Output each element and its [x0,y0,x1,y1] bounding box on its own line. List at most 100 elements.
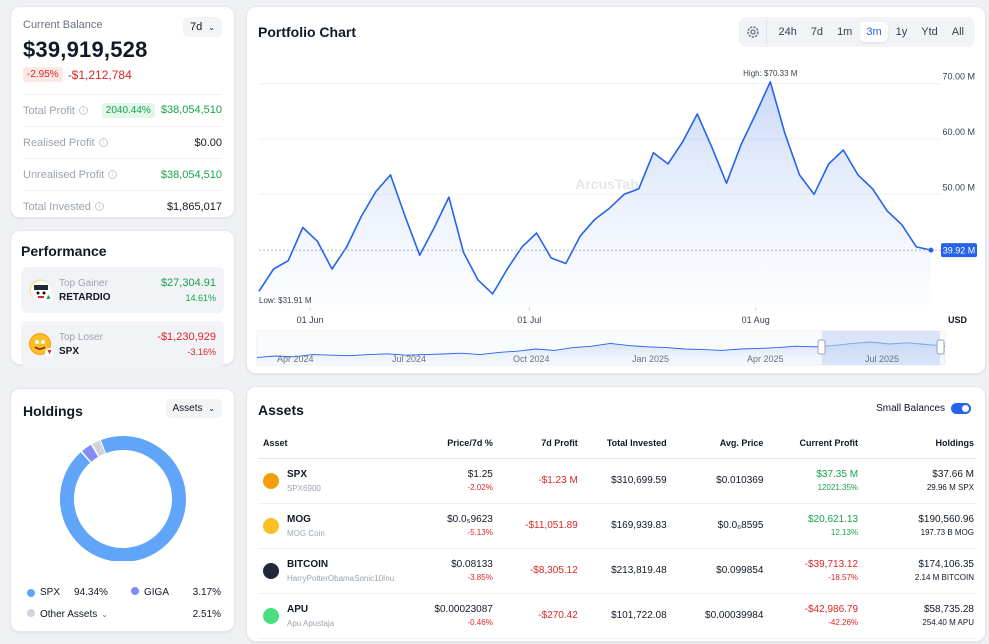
current-profit-pct: 12021.35% [817,483,859,492]
range-all[interactable]: All [951,26,964,38]
asset-icon [263,517,279,534]
avg-price-cell: $0.00039984 [668,593,766,639]
top-gainer-item[interactable]: ▲ Top Gainer RETARDIO $27,304.91 14.61% [21,267,224,313]
holdings-cell: $190,560.96 197.73 B MOG [860,503,976,549]
price-cell: $1.25 -2.02% [396,458,495,504]
legend-spx-name: SPX [40,587,61,598]
col-asset[interactable]: Asset [258,429,397,459]
asset-icon [263,562,279,579]
stat-label: Total Profit i [23,105,88,117]
portfolio-chart-svg: 50.00 M 60.00 M 70.00 M 39.92 M High: $70.33… [256,69,977,366]
col-avg-price[interactable]: Avg. Price [668,429,766,459]
col-price[interactable]: Price/7d % [396,429,495,459]
range-7d[interactable]: 7d [810,26,824,38]
balance-value: $39,919,528 [23,37,148,62]
asset-icon [263,607,279,624]
top-gainer-label: Top Gainer [59,277,108,289]
col-total-invested[interactable]: Total Invested [579,429,669,459]
info-icon[interactable]: i [98,138,108,148]
y-tick-label: 60.00 M [942,127,975,137]
navigator-tick-label: Jan 2025 [632,354,669,364]
donut-slice-spx[interactable] [51,431,195,561]
holdings-value: $190,560.96 [918,514,974,525]
price-value: $0.08133 [451,559,493,570]
asset-name: APU [287,603,309,615]
x-tick-label: 01 Jul [517,315,541,325]
range-1m[interactable]: 1m [837,26,853,38]
navigator-handle-right[interactable] [936,339,945,355]
stat-label-text: Realised Profit [23,136,95,149]
period-selector[interactable]: 7d ⌄ [182,17,222,37]
table-row[interactable]: APU Apu Apustaja $0.00023087 -0.46% -$270.42… [258,593,976,639]
info-icon[interactable]: i [108,170,118,180]
stat-row: Total Invested i $1,865,017 [23,190,222,222]
settings-button[interactable] [743,20,768,44]
top-loser-item[interactable]: ▼ Top Loser SPX -$1,230,929 -3.16% [21,321,224,367]
stat-label-text: Total Invested [23,200,91,213]
table-row[interactable]: BITCOIN HarryPotterObamaSonic10Inu $0.0813… [258,548,976,594]
price-pct: -0.46% [467,618,493,627]
info-icon[interactable]: i [94,202,104,212]
stat-value: $38,054,510 [160,168,222,181]
col-current-profit[interactable]: Current Profit [765,429,861,459]
holdings-cell: $174,106.35 2.14 M BITCOIN [860,548,976,594]
spx-avatar: ▼ [29,333,54,357]
table-row[interactable]: SPX SPX6900 $1.25 -2.02% -$1.23 M $310,699.59… [258,458,976,504]
series-line [258,81,932,295]
asset-name: SPX [287,468,308,480]
legend-giga: GIGA 3.17% [131,587,221,598]
holdings-title: Holdings [23,403,83,419]
asset-cell: SPX SPX6900 [258,458,397,504]
top-gainer-value: $27,304.91 [160,277,216,289]
current-value-label: 39.92 M [943,246,976,256]
assets-table: Asset Price/7d % 7d Profit Total Investe… [258,429,976,639]
info-icon[interactable]: i [78,106,88,116]
holdings-donut-chart [51,431,195,561]
avg-price-cell: $0.0₆8595 [668,503,766,549]
stat-value: $0.00 [194,136,222,149]
small-balances-toggle[interactable]: Small Balances [876,403,971,414]
low-label: Low: $31.91 M [259,296,312,305]
current-profit-cell: -$39,713.12 -18.57% [765,548,861,594]
stat-list: Total Profit i 2040.44% $38,054,510 Realised… [23,94,222,222]
top-loser-pct: -3.16% [187,347,216,357]
legend-other-dot [27,609,35,617]
arrow-up-icon: ▲ [44,293,53,302]
range-3m[interactable]: 3m [860,22,888,42]
holdings-selector[interactable]: Assets ⌄ [165,399,222,418]
range-ytd[interactable]: Ytd [921,26,938,38]
top-loser-value: -$1,230,929 [157,331,216,343]
range-24h[interactable]: 24h [778,26,797,38]
col-holdings[interactable]: Holdings [860,429,976,459]
balance-change-pct: -2.95% [23,67,63,82]
table-row[interactable]: MOG MOG Coin $0.0₅9623 -5.13% -$11,051.89 $16… [258,503,976,549]
asset-subname: HarryPotterObamaSonic10Inu [287,573,395,583]
legend-other[interactable]: Other Assets ⌄ 2.51% [27,609,221,620]
portfolio-title: Portfolio Chart [258,24,356,40]
navigator-tick-label: Apr 2024 [277,354,314,364]
high-label: High: $70.33 M [743,69,798,78]
current-profit-value: $37.35 M [816,469,859,480]
asset-name: BITCOIN [287,558,329,570]
range-1y[interactable]: 1y [895,26,908,38]
price-pct: -2.02% [467,483,493,492]
legend-giga-dot [131,587,139,595]
invested-cell: $310,699.59 [579,458,669,504]
stat-row: Total Profit i 2040.44% $38,054,510 [23,94,222,126]
holdings-cell: $58,735.28 254.40 M APU [860,593,976,639]
stat-row: Realised Profit i $0.00 [23,126,222,158]
stat-label-text: Unrealised Profit [23,168,105,181]
small-balances-label: Small Balances [876,403,945,414]
col-7d-profit[interactable]: 7d Profit [494,429,580,459]
invested-cell: $169,939.83 [579,503,669,549]
holdings-value: $174,106.35 [918,559,974,570]
chevron-down-icon: ⌄ [101,610,108,619]
y-tick-label: 70.00 M [942,72,975,82]
asset-icon [263,472,279,489]
navigator-area [257,342,945,365]
navigator-handle-left[interactable] [817,339,826,355]
navigator-tick-label: Jul 2025 [865,354,899,364]
toggle-switch[interactable] [951,403,971,414]
period-value: 7d [189,21,203,33]
stat-label: Realised Profit i [23,137,108,149]
